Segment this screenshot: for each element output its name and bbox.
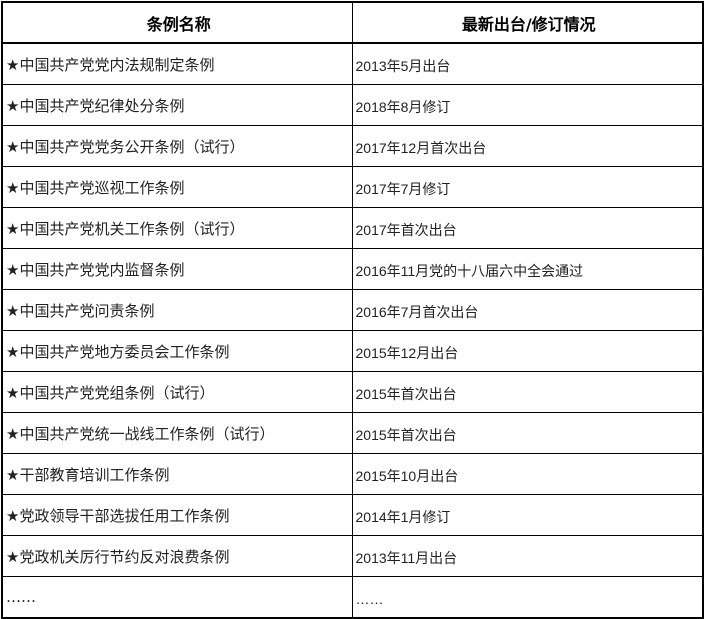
header-row: 条例名称 最新出台/修订情况 xyxy=(1,1,704,44)
table-row: ★中国共产党地方委员会工作条例 2015年12月出台 xyxy=(1,330,704,372)
regulation-status: 2015年首次出台 xyxy=(351,371,704,413)
regulation-status: 2013年5月出台 xyxy=(351,42,704,85)
table-row: ★中国共产党党内法规制定条例 2013年5月出台 xyxy=(1,42,704,85)
table-row: ★中国共产党党组条例（试行） 2015年首次出台 xyxy=(1,371,704,413)
regulation-status: 2015年首次出台 xyxy=(351,412,704,454)
regulation-status: 2013年11月出台 xyxy=(351,535,704,577)
table-row: ★中国共产党巡视工作条例 2017年7月修订 xyxy=(1,166,704,208)
table-row: ………… xyxy=(1,576,704,619)
regulation-name: ★中国共产党机关工作条例（试行） xyxy=(1,207,353,249)
regulation-name: ★中国共产党巡视工作条例 xyxy=(1,166,353,208)
regulation-name: ★中国共产党地方委员会工作条例 xyxy=(1,330,353,372)
regulation-name: ★中国共产党问责条例 xyxy=(1,289,353,331)
regulation-status: 2017年首次出台 xyxy=(351,207,704,249)
table-body: ★中国共产党党内法规制定条例 2013年5月出台 ★中国共产党纪律处分条例 2018年… xyxy=(1,42,704,619)
regulation-name: ★党政机关厉行节约反对浪费条例 xyxy=(1,535,353,577)
regulation-name: ★党政领导干部选拔任用工作条例 xyxy=(1,494,353,536)
regulation-status: 2016年7月首次出台 xyxy=(351,289,704,331)
regulation-status: 2017年12月首次出台 xyxy=(351,125,704,167)
regulation-name: ★中国共产党党内监督条例 xyxy=(1,248,353,290)
table-row: ★中国共产党党务公开条例（试行） 2017年12月首次出台 xyxy=(1,125,704,167)
table-row: ★干部教育培训工作条例 2015年10月出台 xyxy=(1,453,704,495)
table-row: ★党政领导干部选拔任用工作条例 2014年1月修订 xyxy=(1,494,704,536)
regulation-status: 2014年1月修订 xyxy=(351,494,704,536)
table-row: ★中国共产党机关工作条例（试行） 2017年首次出台 xyxy=(1,207,704,249)
table-row: ★中国共产党纪律处分条例 2018年8月修订 xyxy=(1,84,704,126)
table-row: ★中国共产党党内监督条例 2016年11月党的十八届六中全会通过 xyxy=(1,248,704,290)
regulation-status: 2016年11月党的十八届六中全会通过 xyxy=(351,248,704,290)
table-row: ★党政机关厉行节约反对浪费条例 2013年11月出台 xyxy=(1,535,704,577)
regulation-status: 2017年7月修订 xyxy=(351,166,704,208)
regulation-name: ★中国共产党统一战线工作条例（试行） xyxy=(1,412,353,454)
regulation-status: 2015年12月出台 xyxy=(351,330,704,372)
regulation-status: …… xyxy=(351,576,704,619)
regulation-name: ★中国共产党党务公开条例（试行） xyxy=(1,125,353,167)
regulation-name: ★干部教育培训工作条例 xyxy=(1,453,353,495)
regulation-name: …… xyxy=(1,576,353,619)
table-row: ★中国共产党问责条例 2016年7月首次出台 xyxy=(1,289,704,331)
regulation-status: 2018年8月修订 xyxy=(351,84,704,126)
regulation-name: ★中国共产党党组条例（试行） xyxy=(1,371,353,413)
regulation-name: ★中国共产党纪律处分条例 xyxy=(1,84,353,126)
header-status: 最新出台/修订情况 xyxy=(351,1,704,44)
header-name: 条例名称 xyxy=(1,1,353,44)
regulation-status: 2015年10月出台 xyxy=(351,453,704,495)
regulation-name: ★中国共产党党内法规制定条例 xyxy=(1,42,353,85)
table-row: ★中国共产党统一战线工作条例（试行） 2015年首次出台 xyxy=(1,412,704,454)
